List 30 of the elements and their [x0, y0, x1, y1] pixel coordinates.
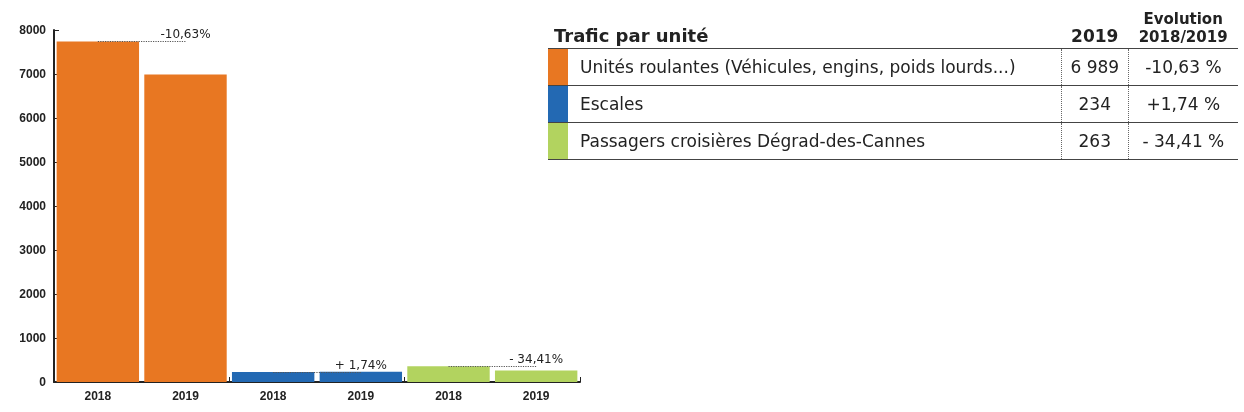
x-tick-label: 2019 [172, 389, 200, 403]
x-tick-label: 2018 [435, 389, 463, 403]
y-tick-label: 1000 [19, 331, 47, 345]
legend-label: Unités roulantes (Véhicules, engins, poids lourds...) [568, 48, 1062, 86]
text: - 34,41 % [1128, 122, 1238, 160]
annotation: - 34,41% [509, 352, 564, 367]
legend-title: Trafic par unité [553, 24, 710, 48]
legend-label: Passagers croisières Dégrad-des-Cannes [568, 122, 1062, 160]
y-tick-label: 0 [39, 375, 47, 389]
x-tick-label: 2019 [522, 389, 550, 403]
text: 234 [1061, 85, 1129, 123]
text: 263 [1061, 122, 1129, 160]
y-tick-label: 4000 [19, 199, 47, 213]
x-tick-label: 2018 [84, 389, 112, 403]
annotation: + 1,74% [334, 357, 387, 372]
y-tick-label: 3000 [19, 243, 47, 257]
x-tick-label: 2018 [259, 389, 287, 403]
y-tick-label: 8000 [19, 23, 47, 37]
x-tick-label: 2019 [347, 389, 375, 403]
text: +1,74 % [1128, 85, 1238, 123]
legend-label: Escales [568, 85, 1062, 123]
text: 6 989 [1061, 48, 1129, 86]
text: Evolution 2018/2019 [1137, 9, 1229, 48]
y-tick-label: 6000 [19, 111, 47, 125]
y-tick-label: 5000 [19, 155, 47, 169]
y-tick-label: 7000 [19, 67, 47, 81]
text: 2019 [1070, 25, 1120, 48]
annotation: -10,63% [160, 27, 211, 42]
y-tick-label: 2000 [19, 287, 47, 301]
text: -10,63 % [1128, 48, 1238, 86]
